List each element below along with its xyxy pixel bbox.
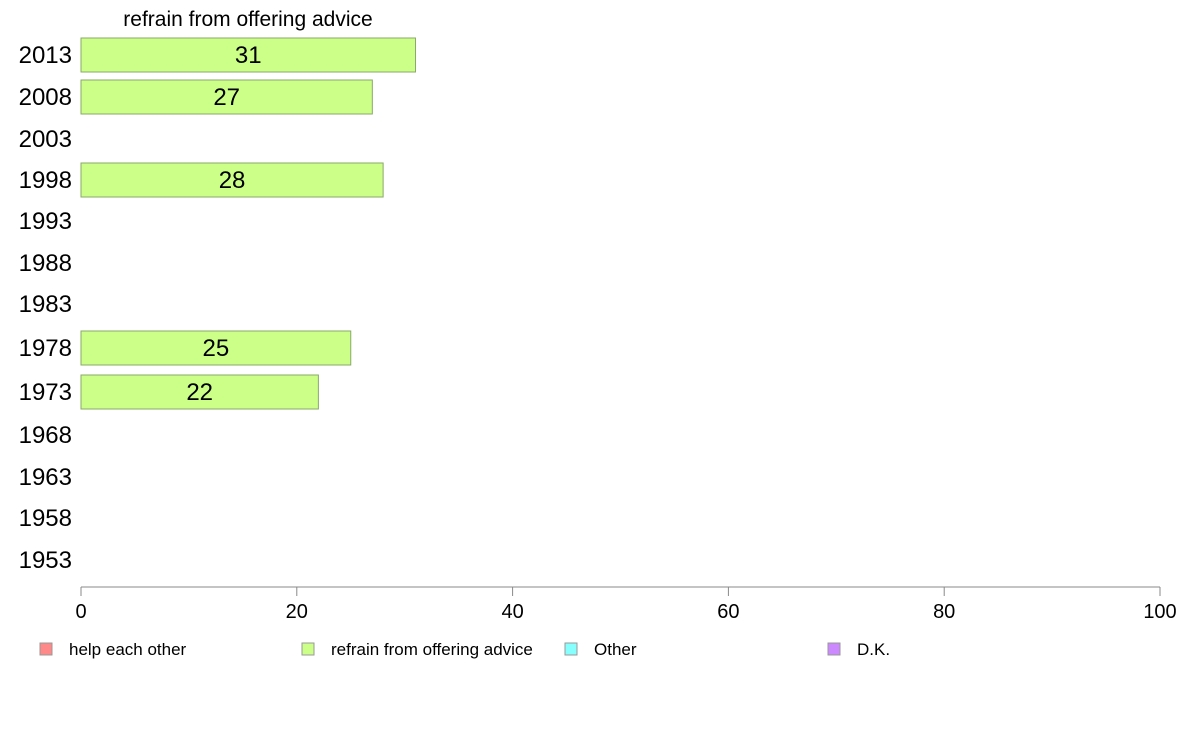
year-label: 1988 [19,250,72,277]
x-tick-label: 40 [501,601,523,623]
bar [80,374,319,410]
bar-value-label: 22 [186,379,213,406]
bar-value-label: 31 [235,42,262,69]
year-label: 1953 [19,547,72,574]
panel-title: refrain from offering advice [123,8,372,31]
year-label: 1973 [19,379,72,406]
legend-label: refrain from offering advice [331,640,533,659]
x-tick-label: 0 [75,601,86,623]
legend-label: help each other [69,640,187,659]
bar [80,37,416,73]
year-label: 1983 [19,291,72,318]
bars: 31 27 28 25 22 [80,37,416,410]
legend-swatch [827,642,841,656]
year-labels: 2013 2008 2003 1998 1993 1988 1983 1978 1973 1968… [19,42,72,574]
year-label: 1958 [19,505,72,532]
year-label: 2008 [19,84,72,111]
legend-swatch [564,642,578,656]
x-tick-label: 80 [933,601,955,623]
year-label: 1968 [19,422,72,449]
bar [80,79,373,115]
bar-value-label: 25 [203,335,230,362]
bar-value-label: 28 [219,167,246,194]
legend-label: D.K. [857,640,890,659]
x-tick-label: 60 [717,601,739,623]
year-label: 2013 [19,42,72,69]
year-label: 1998 [19,167,72,194]
year-label: 1993 [19,208,72,235]
year-label: 2003 [19,126,72,153]
legend: help each other refrain from offering adv… [39,640,890,659]
bar [80,330,352,366]
legend-swatch [301,642,315,656]
year-label: 1978 [19,335,72,362]
x-axis: 0 20 40 60 80 100 [75,586,1177,623]
year-label: 1963 [19,464,72,491]
legend-label: Other [594,640,637,659]
bar-value-label: 27 [213,84,240,111]
x-tick-label: 100 [1143,601,1176,623]
bar [80,162,384,198]
x-tick-label: 20 [286,601,308,623]
legend-swatch [39,642,53,656]
